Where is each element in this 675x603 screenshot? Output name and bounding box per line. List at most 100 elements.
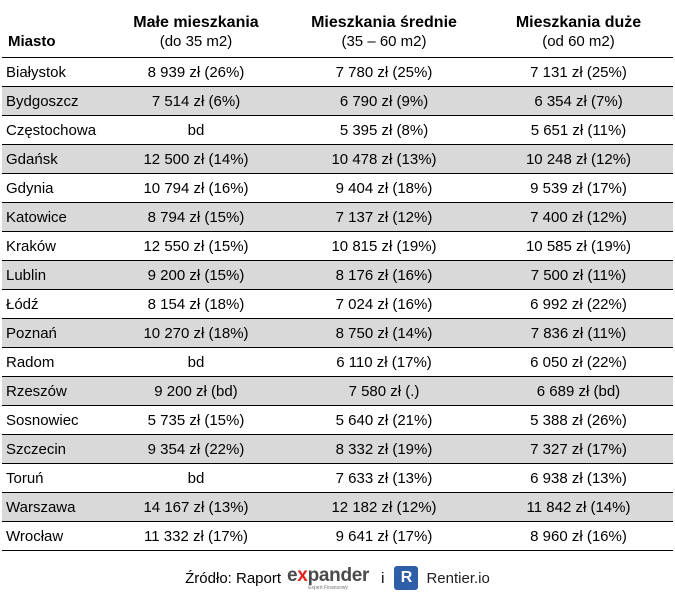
medium-price-cell: 8 176 zł (16%) xyxy=(284,260,484,290)
table-row: Kraków 12 550 zł (15%) 10 815 zł (19%) 10 5… xyxy=(2,231,673,261)
table-row: Gdynia 10 794 zł (16%) 9 404 zł (18%) 9 539… xyxy=(2,173,673,203)
medium-price-cell: 5 640 zł (21%) xyxy=(284,405,484,435)
medium-price-cell: 9 641 zł (17%) xyxy=(284,521,484,551)
medium-price-cell: 9 404 zł (18%) xyxy=(284,173,484,203)
medium-price-cell: 7 137 zł (12%) xyxy=(284,202,484,232)
small-apartments-title: Małe mieszkania xyxy=(133,14,259,31)
medium-price-cell: 8 750 zł (14%) xyxy=(284,318,484,348)
city-column-header: Miasto xyxy=(8,33,56,50)
large-apartments-title: Mieszkania duże xyxy=(515,14,642,31)
expander-logo: expander Expert Finansowy xyxy=(287,566,369,591)
table-row: Częstochowa bd 5 395 zł (8%) 5 651 zł (11%) xyxy=(2,115,673,145)
city-cell: Warszawa xyxy=(2,492,108,522)
large-price-cell: 7 400 zł (12%) xyxy=(484,202,673,232)
small-price-cell: 8 794 zł (15%) xyxy=(108,202,284,232)
large-price-cell: 10 585 zł (19%) xyxy=(484,231,673,261)
city-cell: Katowice xyxy=(2,202,108,232)
small-price-cell: bd xyxy=(108,347,284,377)
large-price-cell: 5 388 zł (26%) xyxy=(484,405,673,435)
city-cell: Częstochowa xyxy=(2,115,108,145)
source-footer: Źródło: Raport expander Expert Finansowy… xyxy=(0,563,675,593)
large-apartments-range: (od 60 m2) xyxy=(542,33,615,50)
medium-apartments-header: Mieszkania średnie (35 – 60 m2) xyxy=(284,4,484,58)
table-row: Białystok 8 939 zł (26%) 7 780 zł (25%) 7 1… xyxy=(2,57,673,87)
medium-price-cell: 7 580 zł (.) xyxy=(284,376,484,406)
large-price-cell: 6 354 zł (7%) xyxy=(484,86,673,116)
large-price-cell: 9 539 zł (17%) xyxy=(484,173,673,203)
medium-price-cell: 12 182 zł (12%) xyxy=(284,492,484,522)
small-price-cell: 10 794 zł (16%) xyxy=(108,173,284,203)
small-price-cell: 9 200 zł (bd) xyxy=(108,376,284,406)
medium-price-cell: 7 024 zł (16%) xyxy=(284,289,484,319)
table-row: Szczecin 9 354 zł (22%) 8 332 zł (19%) 7 32… xyxy=(2,434,673,464)
large-price-cell: 10 248 zł (12%) xyxy=(484,144,673,174)
large-price-cell: 6 689 zł (bd) xyxy=(484,376,673,406)
city-cell: Lublin xyxy=(2,260,108,290)
large-price-cell: 5 651 zł (11%) xyxy=(484,115,673,145)
table-row: Radom bd 6 110 zł (17%) 6 050 zł (22%) xyxy=(2,347,673,377)
price-table-container: Miasto Małe mieszkania (do 35 m2) Mieszk… xyxy=(2,4,673,551)
small-price-cell: 7 514 zł (6%) xyxy=(108,86,284,116)
small-apartments-range: (do 35 m2) xyxy=(159,33,233,50)
medium-apartments-title: Mieszkania średnie xyxy=(311,14,457,31)
medium-price-cell: 7 780 zł (25%) xyxy=(284,57,484,87)
medium-price-cell: 8 332 zł (19%) xyxy=(284,434,484,464)
city-cell: Radom xyxy=(2,347,108,377)
table-row: Sosnowiec 5 735 zł (15%) 5 640 zł (21%) 5 3… xyxy=(2,405,673,435)
source-label: Źródło: Raport xyxy=(185,569,282,587)
table-row: Gdańsk 12 500 zł (14%) 10 478 zł (13%) 10 2… xyxy=(2,144,673,174)
table-row: Bydgoszcz 7 514 zł (6%) 6 790 zł (9%) 6 354… xyxy=(2,86,673,116)
medium-price-cell: 10 478 zł (13%) xyxy=(284,144,484,174)
small-price-cell: 8 939 zł (26%) xyxy=(108,57,284,87)
small-apartments-header: Małe mieszkania (do 35 m2) xyxy=(108,4,284,58)
table-body: Białystok 8 939 zł (26%) 7 780 zł (25%) 7 1… xyxy=(2,57,673,551)
large-price-cell: 11 842 zł (14%) xyxy=(484,492,673,522)
large-apartments-header: Mieszkania duże (od 60 m2) xyxy=(484,4,673,58)
rentier-logo-name: Rentier.io xyxy=(426,569,490,587)
table-row: Poznań 10 270 zł (18%) 8 750 zł (14%) 7 836… xyxy=(2,318,673,348)
small-price-cell: 12 550 zł (15%) xyxy=(108,231,284,261)
medium-price-cell: 5 395 zł (8%) xyxy=(284,115,484,145)
rentier-logo-icon: R xyxy=(394,566,419,590)
large-price-cell: 7 131 zł (25%) xyxy=(484,57,673,87)
price-table: Miasto Małe mieszkania (do 35 m2) Mieszk… xyxy=(2,4,673,551)
header-row: Miasto Małe mieszkania (do 35 m2) Mieszk… xyxy=(2,4,673,58)
city-cell: Kraków xyxy=(2,231,108,261)
city-cell: Wrocław xyxy=(2,521,108,551)
large-price-cell: 6 992 zł (22%) xyxy=(484,289,673,319)
medium-price-cell: 10 815 zł (19%) xyxy=(284,231,484,261)
medium-price-cell: 6 110 zł (17%) xyxy=(284,347,484,377)
small-price-cell: 11 332 zł (17%) xyxy=(108,521,284,551)
table-row: Wrocław 11 332 zł (17%) 9 641 zł (17%) 8 96… xyxy=(2,521,673,551)
expander-logo-tagline: Expert Finansowy xyxy=(308,584,348,591)
city-cell: Poznań xyxy=(2,318,108,348)
large-price-cell: 8 960 zł (16%) xyxy=(484,521,673,551)
table-row: Toruń bd 7 633 zł (13%) 6 938 zł (13%) xyxy=(2,463,673,493)
small-price-cell: 8 154 zł (18%) xyxy=(108,289,284,319)
small-price-cell: 10 270 zł (18%) xyxy=(108,318,284,348)
large-price-cell: 7 327 zł (17%) xyxy=(484,434,673,464)
small-price-cell: 14 167 zł (13%) xyxy=(108,492,284,522)
table-row: Katowice 8 794 zł (15%) 7 137 zł (12%) 7 40… xyxy=(2,202,673,232)
city-cell: Sosnowiec xyxy=(2,405,108,435)
city-cell: Łódź xyxy=(2,289,108,319)
table-row: Rzeszów 9 200 zł (bd) 7 580 zł (.) 6 689 zł… xyxy=(2,376,673,406)
city-cell: Szczecin xyxy=(2,434,108,464)
city-cell: Białystok xyxy=(2,57,108,87)
medium-price-cell: 6 790 zł (9%) xyxy=(284,86,484,116)
city-cell: Gdańsk xyxy=(2,144,108,174)
medium-apartments-range: (35 – 60 m2) xyxy=(341,33,427,50)
small-price-cell: 9 354 zł (22%) xyxy=(108,434,284,464)
expander-logo-word: expander xyxy=(287,564,370,586)
small-price-cell: 9 200 zł (15%) xyxy=(108,260,284,290)
source-conjunction: i xyxy=(381,569,385,587)
medium-price-cell: 7 633 zł (13%) xyxy=(284,463,484,493)
city-cell: Toruń xyxy=(2,463,108,493)
table-row: Warszawa 14 167 zł (13%) 12 182 zł (12%) 11… xyxy=(2,492,673,522)
table-row: Lublin 9 200 zł (15%) 8 176 zł (16%) 7 500 … xyxy=(2,260,673,290)
large-price-cell: 6 050 zł (22%) xyxy=(484,347,673,377)
table-row: Łódź 8 154 zł (18%) 7 024 zł (16%) 6 992 zł… xyxy=(2,289,673,319)
large-price-cell: 7 836 zł (11%) xyxy=(484,318,673,348)
large-price-cell: 6 938 zł (13%) xyxy=(484,463,673,493)
city-cell: Rzeszów xyxy=(2,376,108,406)
